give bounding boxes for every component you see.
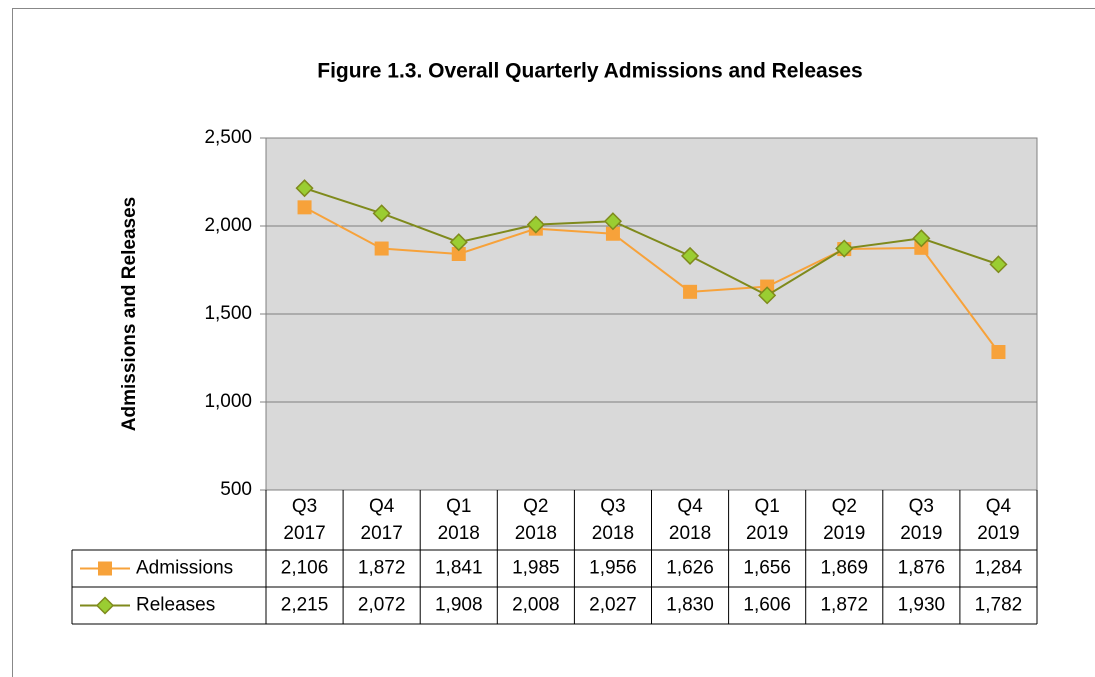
marker — [372, 204, 391, 223]
y-tick-label: 2,000 — [204, 215, 252, 236]
x-tick-label: Q3 2018 — [592, 496, 634, 544]
marker — [680, 246, 700, 265]
y-tick-label: 500 — [220, 479, 252, 500]
marker — [449, 233, 468, 252]
y-tick-label: 1,000 — [204, 391, 252, 412]
table-value: 1,284 — [975, 558, 1023, 579]
table-value: 1,841 — [435, 558, 483, 579]
table-value: 1,985 — [512, 558, 560, 579]
series-line — [304, 206, 1000, 353]
table-value: 1,872 — [358, 558, 406, 579]
marker — [835, 239, 854, 258]
marker — [989, 255, 1008, 274]
marker — [683, 284, 698, 299]
table-value: 1,930 — [898, 595, 946, 616]
marker — [912, 229, 931, 248]
chart-title: Figure 1.3. Overall Quarterly Admissions… — [317, 60, 862, 83]
marker — [451, 246, 466, 261]
legend-marker — [98, 561, 112, 576]
table-value: 1,872 — [820, 595, 868, 616]
x-tick-label: Q1 2019 — [746, 496, 788, 544]
x-tick-label: Q4 2019 — [977, 496, 1019, 544]
x-tick-label: Q2 2019 — [823, 496, 865, 544]
table-value: 2,215 — [281, 595, 329, 616]
y-axis-label: Admissions and Releases — [119, 197, 140, 431]
table-value: 1,626 — [666, 558, 714, 579]
x-tick-label: Q3 2017 — [283, 496, 325, 544]
series-line — [304, 187, 999, 297]
table-value: 1,782 — [975, 595, 1023, 616]
table-value: 1,656 — [743, 558, 791, 579]
x-tick-label: Q3 2019 — [900, 496, 942, 544]
table-value: 1,956 — [589, 558, 637, 579]
x-tick-label: Q1 2018 — [438, 496, 480, 544]
marker — [758, 286, 777, 305]
y-tick-label: 2,500 — [204, 127, 252, 148]
table-value: 1,876 — [898, 558, 946, 579]
marker — [295, 179, 314, 198]
marker — [605, 226, 620, 241]
table-value: 2,072 — [358, 595, 406, 616]
marker — [374, 241, 389, 256]
table-value: 1,830 — [666, 595, 714, 616]
legend-label: Releases — [136, 595, 215, 616]
table-value: 1,606 — [743, 595, 791, 616]
x-tick-label: Q2 2018 — [515, 496, 557, 544]
table-value: 1,908 — [435, 595, 483, 616]
marker — [603, 212, 623, 231]
marker — [991, 345, 1006, 360]
y-tick-label: 1,500 — [204, 303, 252, 324]
x-tick-label: Q4 2017 — [361, 496, 403, 544]
table-value: 2,027 — [589, 595, 637, 616]
marker — [297, 200, 312, 215]
marker — [914, 240, 929, 255]
table-value: 1,869 — [820, 558, 868, 579]
legend-marker — [95, 596, 115, 615]
marker — [526, 215, 545, 234]
table-value: 2,008 — [512, 595, 560, 616]
table-value: 2,106 — [281, 558, 329, 579]
x-tick-label: Q4 2018 — [669, 496, 711, 544]
legend-label: Admissions — [136, 558, 233, 579]
